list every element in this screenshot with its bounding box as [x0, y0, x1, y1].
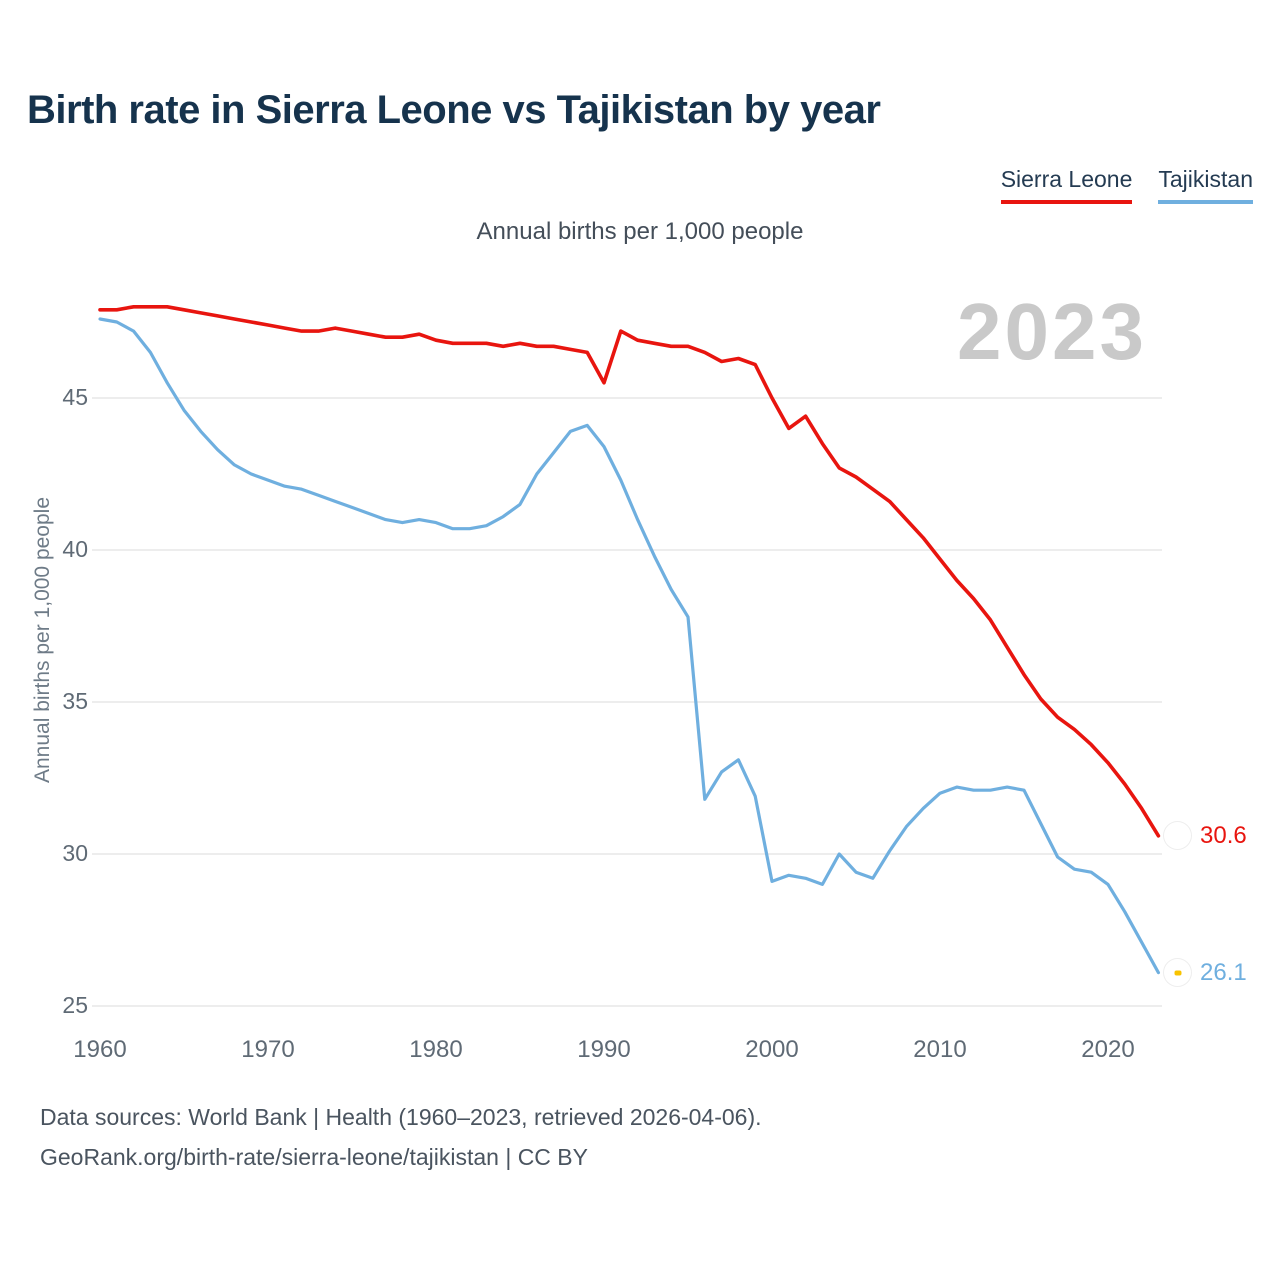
- legend-item-tajikistan[interactable]: Tajikistan: [1158, 166, 1253, 204]
- y-tick-label: 40: [62, 536, 88, 562]
- line-tajikistan[interactable]: [98, 317, 1161, 975]
- data-source-line: Data sources: World Bank | Health (1960–…: [40, 1104, 762, 1130]
- y-tick-label: 35: [62, 688, 88, 714]
- x-tick-label: 1970: [241, 1036, 295, 1063]
- chart-title: Birth rate in Sierra Leone vs Tajikistan…: [27, 88, 881, 132]
- x-tick-label: 1960: [73, 1036, 127, 1063]
- y-tick-label: 45: [62, 384, 88, 410]
- x-tick-label: 2020: [1081, 1036, 1135, 1063]
- sierra-leone-flag-icon: [1164, 822, 1191, 849]
- end-label-tajikistan: 26.1: [1164, 958, 1247, 988]
- x-tick-label: 1980: [409, 1036, 463, 1063]
- end-label-sierra-leone: 30.6: [1164, 821, 1247, 851]
- attribution-line: GeoRank.org/birth-rate/sierra-leone/taji…: [40, 1144, 588, 1170]
- legend-item-sierra-leone[interactable]: Sierra Leone: [1000, 166, 1133, 204]
- y-tick-label: 30: [62, 840, 88, 866]
- x-tick-label: 1990: [577, 1036, 631, 1063]
- legend: Sierra Leone Tajikistan: [1000, 166, 1253, 204]
- x-tick-label: 2010: [913, 1036, 967, 1063]
- end-value-sierra-leone: 30.6: [1200, 821, 1247, 849]
- tajikistan-flag-icon: [1164, 959, 1191, 986]
- chart-subtitle: Annual births per 1,000 people: [476, 218, 804, 245]
- x-tick-label: 2000: [745, 1036, 799, 1063]
- year-watermark: 2023: [957, 287, 1147, 376]
- end-value-tajikistan: 26.1: [1200, 958, 1247, 986]
- y-tick-label: 25: [62, 992, 88, 1018]
- line-sierra-leone[interactable]: [98, 304, 1161, 838]
- plot-area: [92, 304, 1162, 1007]
